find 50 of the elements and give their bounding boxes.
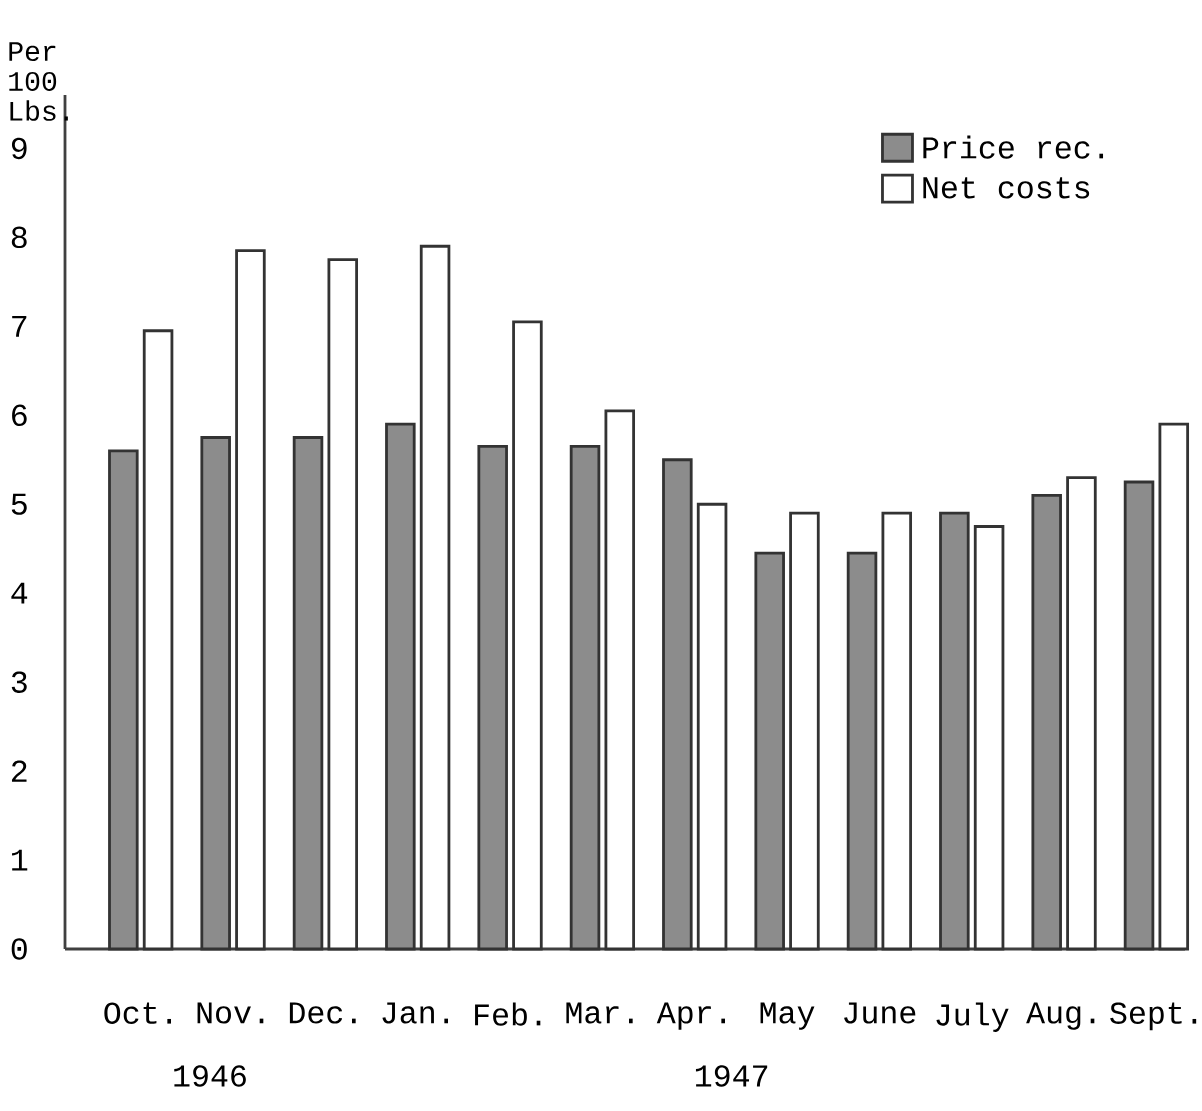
x-tick-label: May — [760, 1002, 815, 1030]
bar — [1123, 480, 1155, 951]
bar — [973, 525, 1005, 951]
bar — [696, 502, 728, 951]
bar — [662, 458, 693, 951]
bar — [108, 449, 139, 951]
bar — [604, 409, 636, 951]
y-tick-label: 3 — [11, 671, 27, 693]
bar — [419, 244, 451, 951]
x-tick-label: Apr. — [656, 1002, 725, 1030]
legend-label: Price rec. — [923, 135, 1104, 159]
bar — [1031, 493, 1062, 951]
y-tick-label: 2 — [11, 760, 27, 782]
y-tick-label: 5 — [11, 493, 27, 515]
x-tick-label: Aug. — [1026, 1002, 1095, 1030]
bar — [142, 329, 174, 951]
bar — [789, 511, 820, 951]
x-tick-label: Sept. — [1110, 1002, 1197, 1031]
bar — [1158, 422, 1190, 951]
y-tick-label: 1 — [12, 849, 28, 871]
x-tick-label: July — [936, 1002, 1009, 1032]
legend-label: Net costs — [923, 177, 1090, 199]
bar — [939, 511, 970, 951]
y-tick-label: 8 — [11, 226, 27, 249]
x-tick-label: Oct. — [104, 1002, 171, 1024]
bar — [846, 551, 878, 951]
text: 1947 — [695, 1065, 768, 1087]
x-tick-label: Jan. — [382, 1002, 448, 1024]
x-tick-label: Feb. — [475, 1002, 541, 1026]
x-tick-label: Mar. — [566, 1002, 633, 1024]
bar — [754, 551, 785, 951]
y-tick-label: 7 — [12, 315, 27, 337]
bar — [385, 422, 416, 951]
bar — [292, 436, 324, 951]
x-tick-label: June — [844, 1002, 916, 1024]
bar — [881, 511, 913, 951]
text: 1946 — [174, 1065, 246, 1087]
bar — [1066, 476, 1097, 951]
y-tick-label: 9 — [11, 137, 27, 160]
bar — [512, 320, 543, 951]
x-tick-label: Nov. — [197, 1002, 264, 1024]
x-tick-label: Dec. — [289, 1002, 356, 1024]
bar — [569, 445, 601, 951]
bar — [200, 436, 231, 951]
bar — [235, 249, 266, 951]
bar — [477, 445, 508, 951]
y-tick-label: 4 — [11, 582, 28, 604]
bar — [327, 258, 359, 951]
y-tick-label: 0 — [11, 938, 27, 960]
y-tick-label: 6 — [12, 404, 27, 427]
